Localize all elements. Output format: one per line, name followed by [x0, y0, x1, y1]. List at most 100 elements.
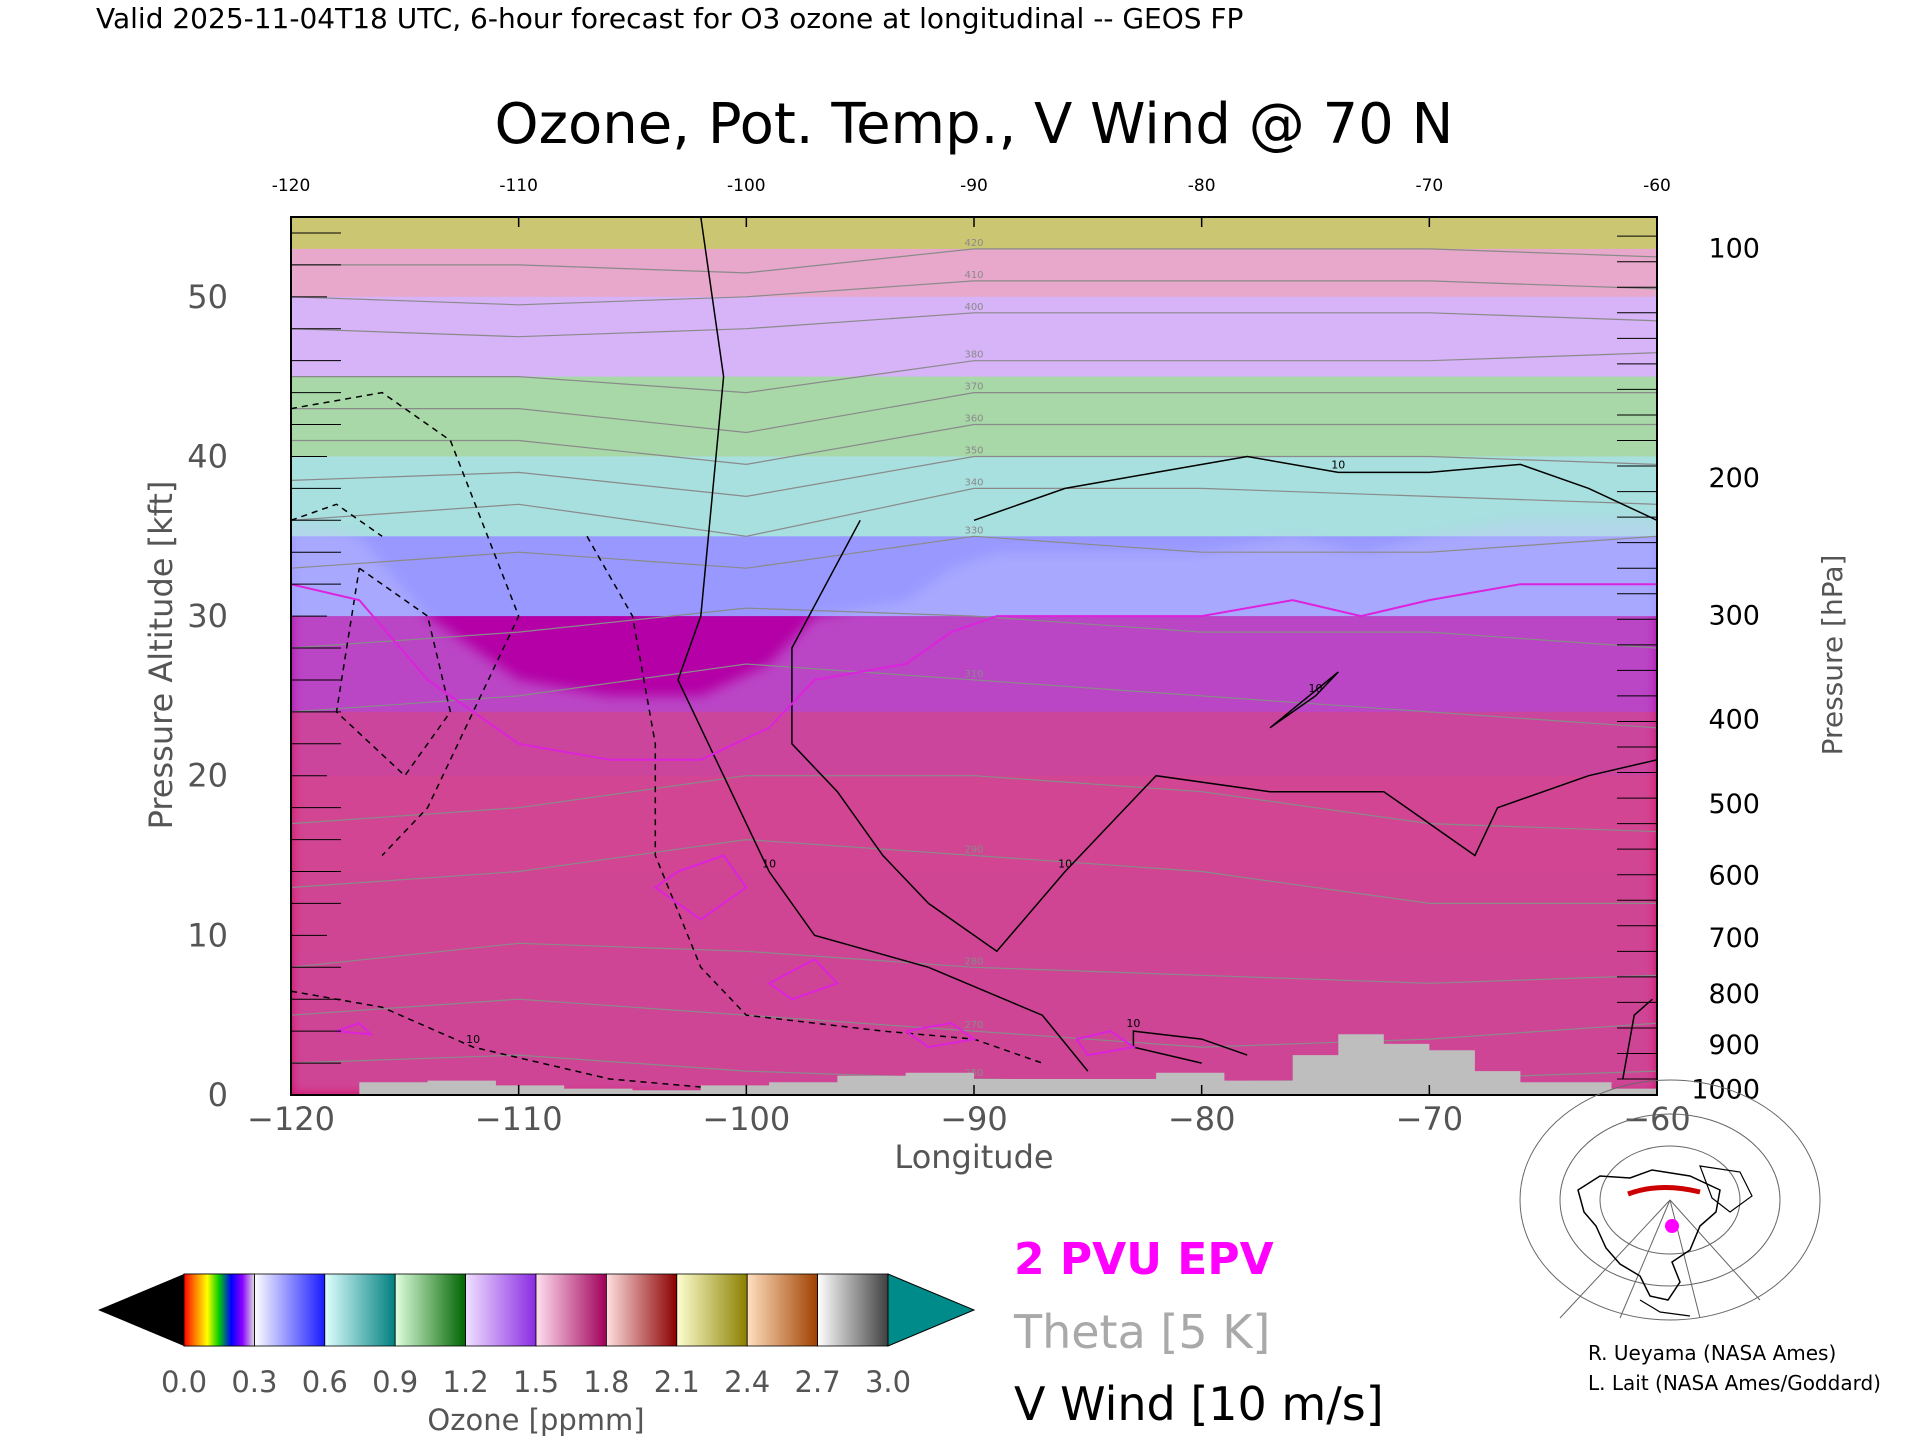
theta-contour-label: 310	[964, 669, 983, 680]
y2-tick-label: 1000	[1691, 1075, 1760, 1106]
colorbar-segment	[183, 1273, 255, 1347]
legend-epv: 2 PVU EPV	[1014, 1234, 1274, 1285]
legend-theta: Theta [5 K]	[1013, 1305, 1270, 1359]
theta-contour	[291, 392, 1657, 434]
x-axis-label: Longitude	[894, 1138, 1053, 1176]
x-axis: −120 −110 −100 −90 −80 −70 −60	[247, 1085, 1691, 1138]
theta-contour-label: 340	[964, 477, 983, 488]
legend-v-wind: V Wind [10 m/s]	[1014, 1377, 1384, 1431]
x-tick-label: −80	[1168, 1100, 1236, 1138]
theta-contour-label: 280	[964, 956, 983, 967]
y-tick-label: 50	[187, 278, 228, 316]
epv-2pvu-contour	[1075, 1030, 1136, 1057]
y-axis-label: Pressure Altitude [kft]	[142, 481, 180, 830]
theta-contour	[291, 352, 1657, 394]
theta-contour	[291, 663, 1657, 729]
x-top-tick-label: -90	[960, 176, 988, 196]
v-wind-contour	[291, 391, 520, 857]
y2-tick-label: 800	[1708, 979, 1760, 1010]
colorbar-segment	[535, 1273, 607, 1347]
y-axis-pressure: 100 200 300 400 500 600 700 800 900 1000	[1617, 233, 1760, 1106]
y-tick-label: 30	[187, 597, 228, 635]
epv-2pvu-contour	[767, 958, 840, 1001]
colorbar-segment	[676, 1273, 748, 1347]
credit-line-2: L. Lait (NASA Ames/Goddard)	[1588, 1371, 1881, 1395]
colorbar-tick-label: 0.9	[372, 1365, 418, 1399]
epv-2pvu-contour	[653, 854, 748, 921]
colorbar-segment	[253, 1273, 326, 1347]
theta-contour	[291, 535, 1657, 569]
v-wind-contour	[586, 535, 1043, 1064]
colorbar-tick-label: 2.1	[654, 1365, 700, 1399]
colorbar-segment	[746, 1273, 819, 1347]
legend: 2 PVU EPV Theta [5 K] V Wind [10 m/s]	[1013, 1234, 1384, 1431]
v-wind-contour	[291, 503, 383, 537]
x-tick-label: −90	[940, 1100, 1008, 1138]
upper-troposphere-ozone	[291, 520, 1657, 1095]
theta-contour	[291, 942, 1657, 984]
colorbar-tick-label: 1.2	[443, 1365, 489, 1399]
v-wind-contours: 10 10 10 10 10 10	[291, 217, 1657, 1088]
colorbar-tick-label: 0.6	[302, 1365, 348, 1399]
theta-contour-label: 290	[964, 845, 983, 856]
theta-contour-label: 370	[964, 382, 983, 393]
x-top-tick-label: -60	[1643, 176, 1671, 196]
valid-time-caption: Valid 2025-11-04T18 UTC, 6-hour forecast…	[96, 2, 1243, 35]
theta-contour	[291, 248, 1657, 274]
x-axis-top: -120 -110 -100 -90 -80 -70 -60	[272, 176, 1671, 227]
y2-tick-label: 600	[1708, 861, 1760, 892]
v-wind-contour	[335, 567, 452, 777]
v-wind-contour-label: 10	[466, 1033, 480, 1046]
colorbar-segment	[324, 1273, 396, 1347]
colorbar-tick-label: 0.3	[231, 1365, 277, 1399]
theta-contour-label: 420	[964, 238, 983, 249]
terrain-fill	[359, 1034, 1657, 1095]
colorbar-tick-label: 2.7	[795, 1365, 841, 1399]
y2-tick-label: 400	[1708, 704, 1760, 735]
credit-line-1: R. Ueyama (NASA Ames)	[1588, 1341, 1836, 1365]
y-axis-altitude: 0 10 20 30 40 50	[187, 232, 341, 1114]
v-wind-contour-label: 10	[1331, 458, 1345, 471]
colorbar-segment	[465, 1273, 537, 1347]
locator-map	[1519, 1079, 1821, 1321]
x-tick-label: −70	[1396, 1100, 1464, 1138]
x-top-tick-label: -100	[727, 176, 766, 196]
v-wind-contour	[973, 455, 1657, 522]
x-tick-label: −110	[475, 1100, 563, 1138]
colorbar-label: Ozone [ppmm]	[427, 1403, 644, 1437]
theta-contour	[291, 487, 1657, 537]
theta-contour-label: 400	[964, 302, 983, 313]
v-wind-contour	[291, 990, 701, 1088]
x-top-tick-label: -110	[499, 176, 538, 196]
theta-contours: 2502702802903103303403503603703804004104…	[291, 238, 1657, 1083]
v-wind-contour	[791, 519, 1657, 953]
theta-contour-label: 380	[964, 350, 983, 361]
theta-contour-label: 270	[964, 1020, 983, 1031]
theta-contour-label: 360	[964, 414, 983, 425]
terrain-mask	[359, 1034, 1657, 1095]
x-tick-label: −100	[702, 1100, 790, 1138]
v-wind-contour	[1622, 998, 1653, 1080]
colorbar-tick-label: 0.0	[161, 1365, 207, 1399]
epv-2pvu-contour	[336, 1022, 374, 1036]
plot-area: 2502702802903103303403503603703804004104…	[291, 217, 1657, 1095]
x-top-tick-label: -70	[1415, 176, 1443, 196]
y-tick-label: 40	[187, 437, 228, 475]
y-tick-label: 20	[187, 757, 228, 795]
y2-tick-label: 500	[1708, 789, 1760, 820]
colorbar-tick-label: 1.5	[513, 1365, 559, 1399]
colorbar-under-triangle	[98, 1274, 184, 1346]
v-wind-contour-label: 10	[1309, 682, 1323, 695]
y2-axis-label: Pressure [hPa]	[1816, 555, 1849, 756]
y2-tick-label: 300	[1708, 600, 1760, 631]
x-tick-label: −120	[247, 1100, 335, 1138]
colorbar-segment	[817, 1273, 889, 1347]
colorbar-segment	[606, 1273, 678, 1347]
epv-2pvu-contour	[291, 583, 1657, 761]
theta-contour-label: 350	[964, 446, 983, 457]
theta-contour	[291, 607, 1657, 649]
ozone-colorbar: 0.0 0.3 0.6 0.9 1.2 1.5 1.8 2.1 2.4 2.7 3.0 Ozone …	[98, 1273, 976, 1437]
v-wind-contour-label: 10	[1058, 858, 1072, 871]
x-top-tick-label: -80	[1188, 176, 1216, 196]
theta-contour-label: 410	[964, 270, 983, 281]
